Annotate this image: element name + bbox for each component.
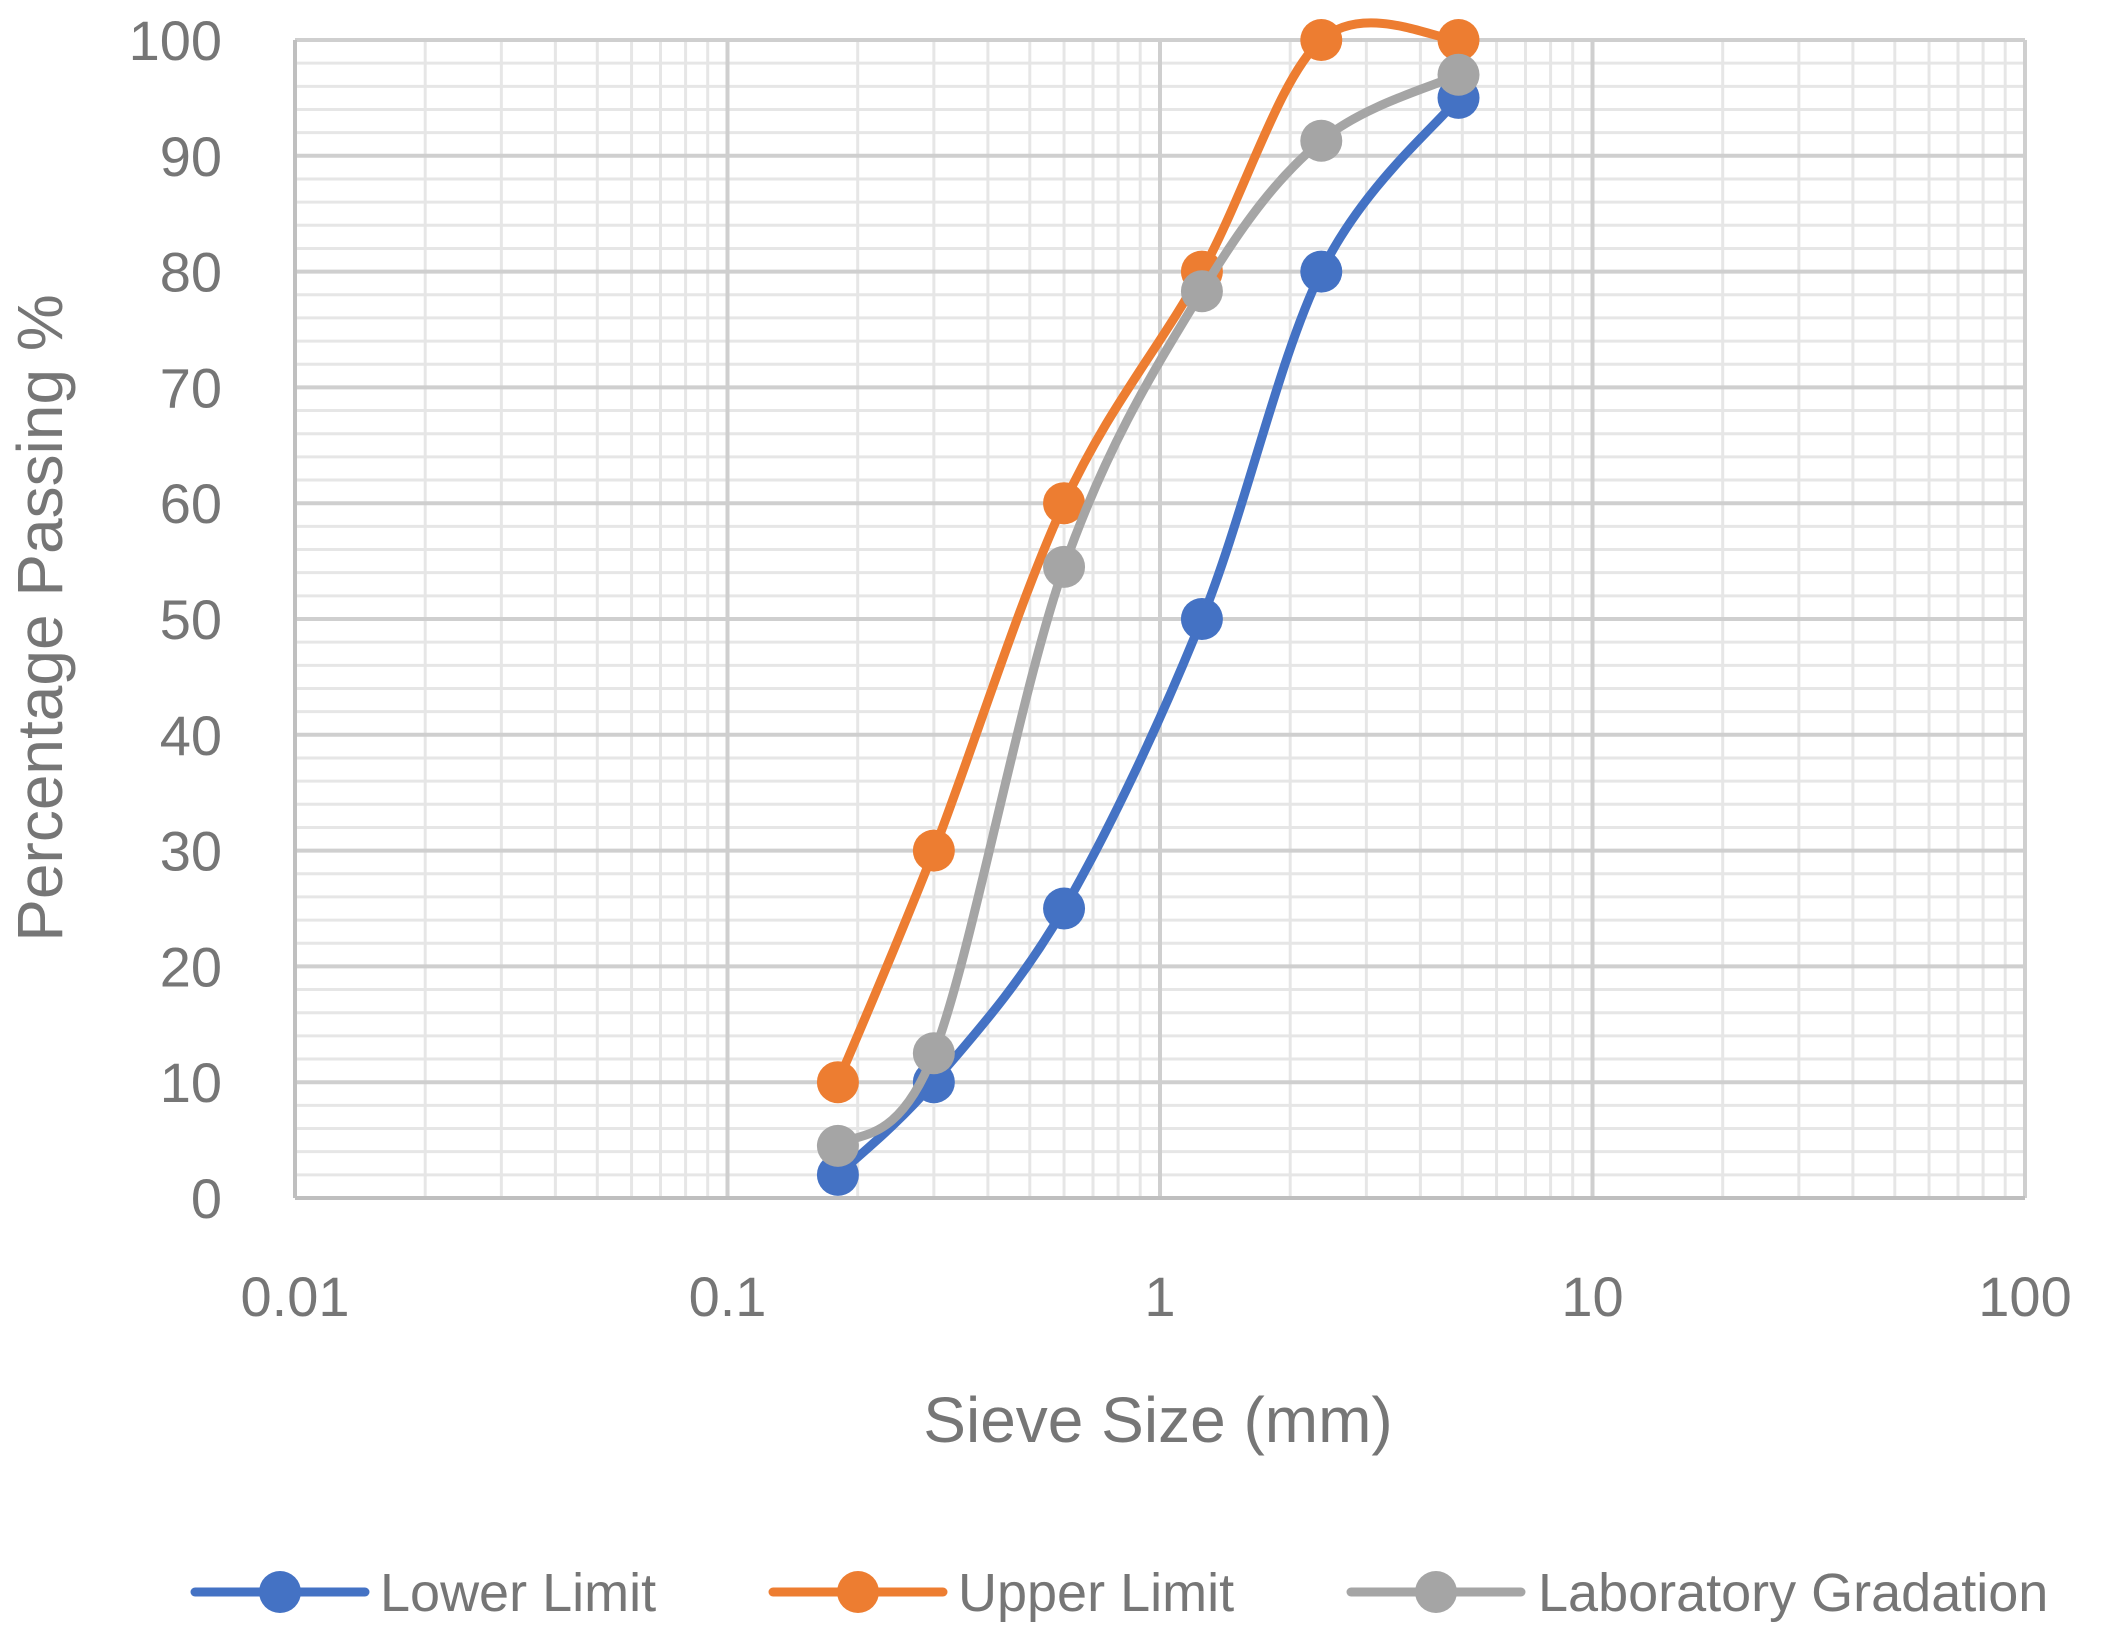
data-point <box>1300 19 1343 61</box>
x-tick-label: 0.1 <box>689 1265 767 1328</box>
legend-item: Upper Limit <box>768 1563 1234 1623</box>
series-2 <box>816 53 1480 1167</box>
legend-item: Laboratory Gradation <box>1346 1563 2048 1623</box>
x-tick-label: 1 <box>1144 1265 1175 1328</box>
series <box>816 18 1480 1196</box>
x-axis-title: Sieve Size (mm) <box>923 1384 1392 1456</box>
y-tick-label: 90 <box>160 125 222 188</box>
data-point <box>1043 887 1086 930</box>
major-gridlines <box>295 38 2027 1198</box>
data-point <box>816 1124 859 1167</box>
y-tick-label: 100 <box>129 9 222 72</box>
y-tick-labels: 0 10 20 30 40 50 60 70 80 90 100 <box>129 9 222 1230</box>
legend-label: Upper Limit <box>958 1563 1234 1623</box>
axes <box>293 40 2025 1200</box>
y-tick-label: 20 <box>160 935 222 998</box>
y-tick-label: 10 <box>160 1051 222 1114</box>
legend-item: Lower Limit <box>190 1563 656 1623</box>
legend-swatch-marker <box>837 1571 879 1613</box>
data-point <box>1043 482 1086 525</box>
data-point <box>1043 545 1086 588</box>
x-tick-label: 10 <box>1561 1265 1623 1328</box>
y-tick-label: 70 <box>160 356 222 419</box>
x-tick-label: 100 <box>1978 1265 2071 1328</box>
y-axis-title: Percentage Passing % <box>4 294 76 942</box>
data-point <box>1437 19 1480 61</box>
data-point <box>912 829 955 872</box>
y-tick-label: 40 <box>160 704 222 767</box>
y-tick-label: 60 <box>160 472 222 535</box>
y-tick-label: 50 <box>160 588 222 651</box>
data-point <box>816 1153 859 1196</box>
x-tick-labels: 0.01 0.1 1 10 100 <box>241 1265 2072 1328</box>
data-point <box>1300 250 1343 293</box>
data-point <box>1300 119 1343 162</box>
data-point <box>1437 53 1480 96</box>
x-tick-label: 0.01 <box>241 1265 350 1328</box>
y-tick-label: 30 <box>160 820 222 883</box>
y-tick-label: 0 <box>191 1167 222 1230</box>
data-point <box>1180 598 1223 640</box>
series-1 <box>816 18 1480 1104</box>
legend-label: Lower Limit <box>380 1563 656 1623</box>
legend-swatch-marker <box>1415 1571 1457 1613</box>
data-point <box>912 1032 955 1075</box>
data-point <box>1180 270 1223 313</box>
legend-swatch-marker <box>259 1571 301 1613</box>
y-tick-label: 80 <box>160 241 222 304</box>
data-point <box>816 1061 859 1104</box>
legend: Lower Limit Upper Limit Laboratory Gradati… <box>190 1563 2048 1623</box>
series-0 <box>816 76 1480 1196</box>
legend-label: Laboratory Gradation <box>1538 1563 2048 1623</box>
